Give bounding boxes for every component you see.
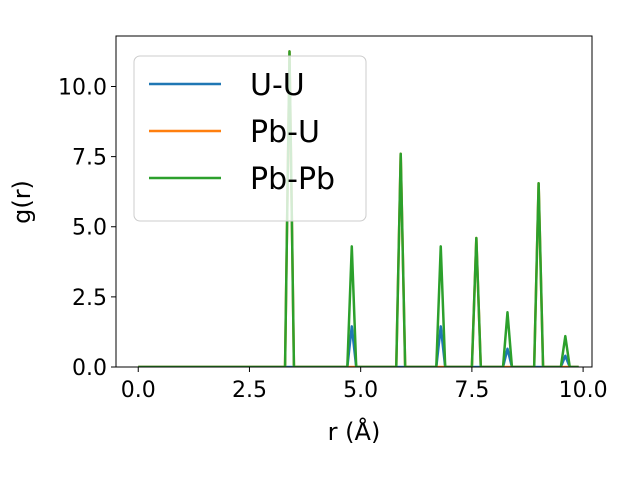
x-tick-label: 2.5	[232, 378, 267, 403]
y-tick-label: 7.5	[72, 146, 107, 171]
legend-label-1: Pb-U	[250, 115, 320, 150]
y-axis-label: g(r)	[8, 180, 36, 224]
y-axis: 0.0 2.5 5.0 7.5 10.0	[58, 75, 116, 381]
series-line-0	[138, 325, 579, 367]
y-tick-label: 5.0	[72, 216, 107, 241]
x-tick-label: 7.5	[454, 378, 489, 403]
y-tick-label: 2.5	[72, 286, 107, 311]
legend-label-0: U-U	[250, 68, 305, 103]
series-line-2	[138, 50, 579, 367]
plot-area-frame	[115, 35, 593, 368]
x-axis: 0.0 2.5 5.0 7.5 10.0	[121, 367, 608, 403]
x-tick-label: 10.0	[559, 378, 608, 403]
x-tick-label: 0.0	[121, 378, 156, 403]
legend-box	[133, 55, 367, 222]
y-tick-label: 10.0	[58, 75, 107, 100]
x-tick-label: 5.0	[343, 378, 378, 403]
x-axis-label: r (Å)	[328, 417, 381, 446]
y-tick-label: 0.0	[72, 356, 107, 381]
legend-label-2: Pb-Pb	[250, 162, 335, 197]
legend: U-U Pb-U Pb-Pb	[133, 55, 367, 222]
